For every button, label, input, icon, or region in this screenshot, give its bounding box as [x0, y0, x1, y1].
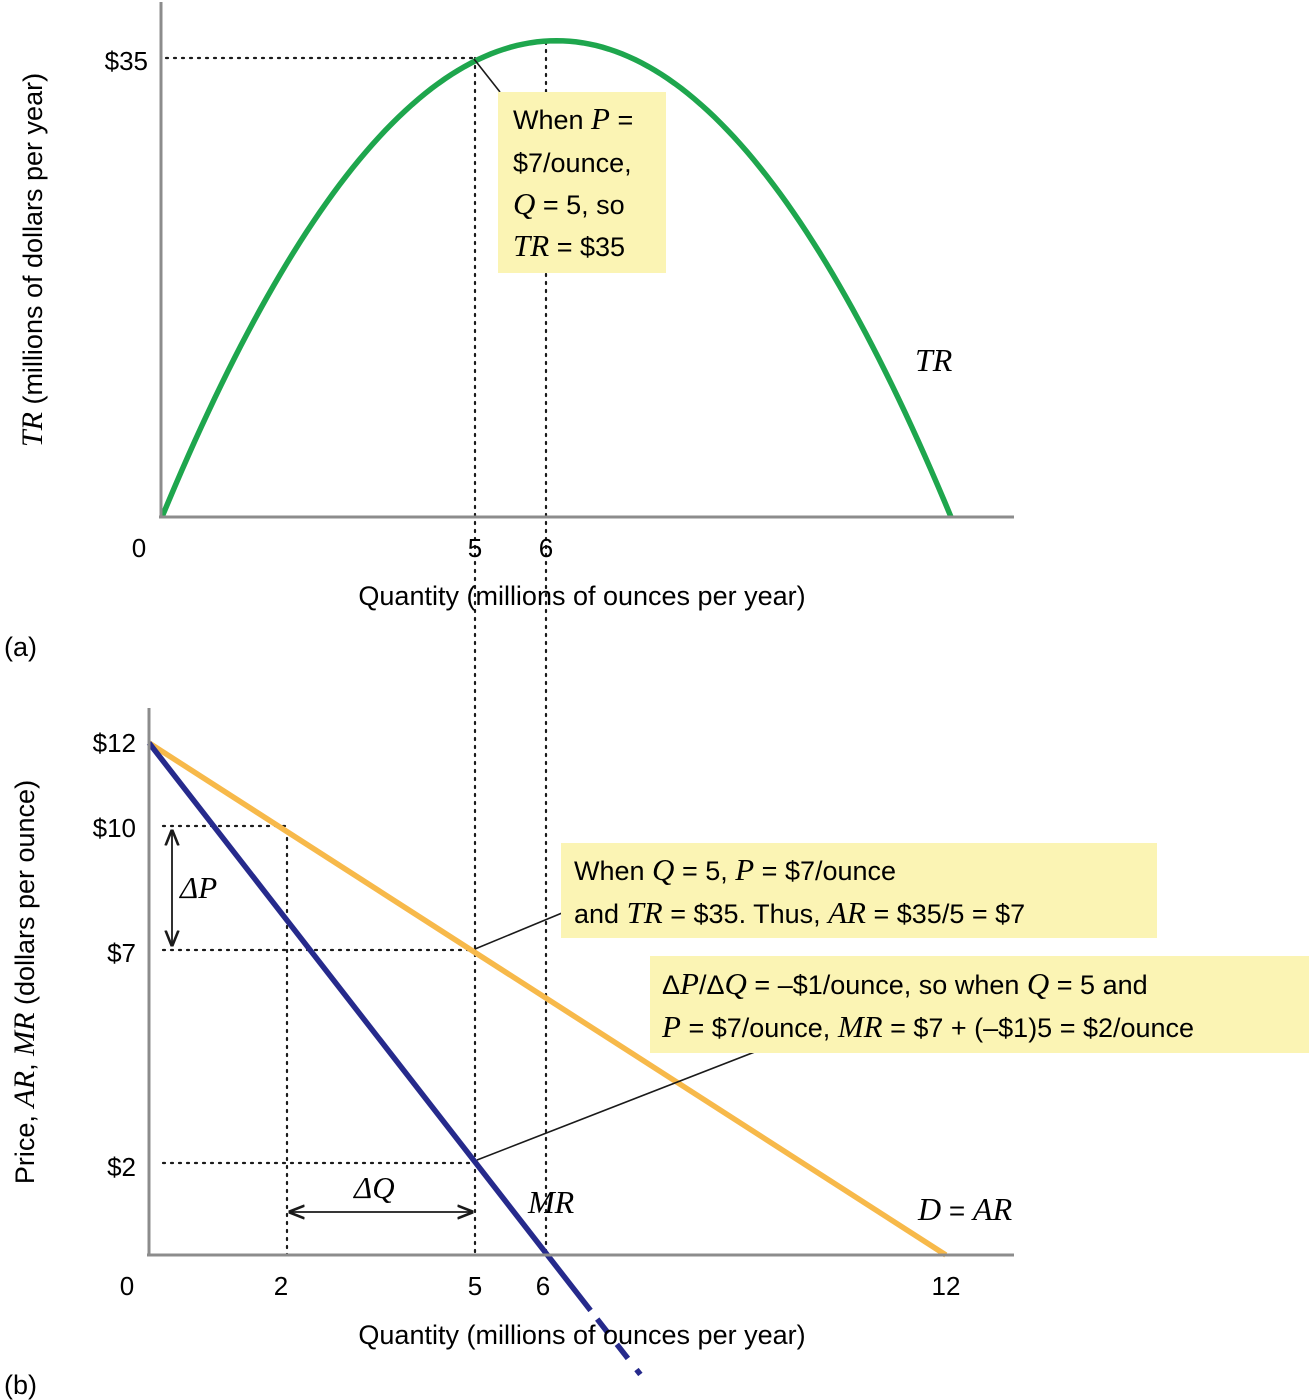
delta-q-label: ΔQ [352, 1170, 395, 1205]
demand-ar-line [147, 740, 948, 1258]
ylabel-b: Price, AR, MR (dollars per ounce) [8, 780, 41, 1184]
note2-leader [476, 1045, 771, 1161]
note2-box [650, 956, 1309, 1053]
xtick-b-5: 5 [468, 1271, 482, 1301]
callout-a-leader [473, 58, 501, 93]
note1-box [561, 843, 1157, 938]
xtick-a-6: 6 [539, 533, 553, 563]
ytick-a-35: $35 [105, 46, 148, 76]
xlabel-a: Quantity (millions of ounces per year) [358, 581, 805, 611]
ytick-b-10: $10 [93, 813, 136, 843]
panel-a: $35 0 5 6 Quantity (millions of ounces p… [4, 2, 1014, 1257]
xlabel-b: Quantity (millions of ounces per year) [358, 1320, 805, 1350]
xtick-b-6: 6 [536, 1271, 550, 1301]
xtick-b-0: 0 [120, 1271, 134, 1301]
ylabel-a-italic: TR [16, 412, 49, 447]
callout-a-line4: TR = $35 [513, 228, 625, 263]
tr-curve [159, 37, 954, 519]
panel-a-tag: (a) [4, 632, 37, 662]
callout-a-line3: Q = 5, so [513, 186, 625, 221]
panel-b-tag: (b) [4, 1370, 37, 1400]
note1-line1: When Q = 5, P = $7/ounce [574, 852, 896, 887]
callout-a-line2: $7/ounce, [513, 148, 632, 178]
xtick-a-5: 5 [468, 533, 482, 563]
ylabel-a-rest: (millions of dollars per year) [18, 73, 48, 412]
ar-series-label: D = AR [917, 1191, 1013, 1227]
note1-line2: and TR = $35. Thus, AR = $35/5 = $7 [574, 895, 1025, 930]
mr-line-extension [595, 1317, 643, 1377]
mr-line [146, 741, 593, 1313]
delta-p-label: ΔP [178, 870, 217, 905]
note1-leader [474, 912, 563, 950]
tr-series-label: TR [915, 342, 953, 378]
callout-a-line1: When P = [513, 101, 633, 136]
xtick-b-2: 2 [274, 1271, 288, 1301]
panel-b: ΔP ΔQ $12 $10 $7 $2 0 2 5 6 12 Quantity … [4, 708, 1309, 1400]
mr-series-label: MR [527, 1184, 575, 1220]
xtick-b-12: 12 [932, 1271, 961, 1301]
xtick-a-0: 0 [132, 533, 146, 563]
note2-line2: P = $7/ounce, MR = $7 + (–$1)5 = $2/ounc… [661, 1009, 1194, 1044]
ytick-b-2: $2 [107, 1152, 136, 1182]
note2-line1: ΔP/ΔQ = –$1/ounce, so when Q = 5 and [662, 966, 1148, 1001]
ytick-b-12: $12 [93, 728, 136, 758]
ylabel-a: TR (millions of dollars per year) [16, 73, 49, 447]
ytick-b-7: $7 [107, 938, 136, 968]
callout-a-box [498, 92, 666, 273]
